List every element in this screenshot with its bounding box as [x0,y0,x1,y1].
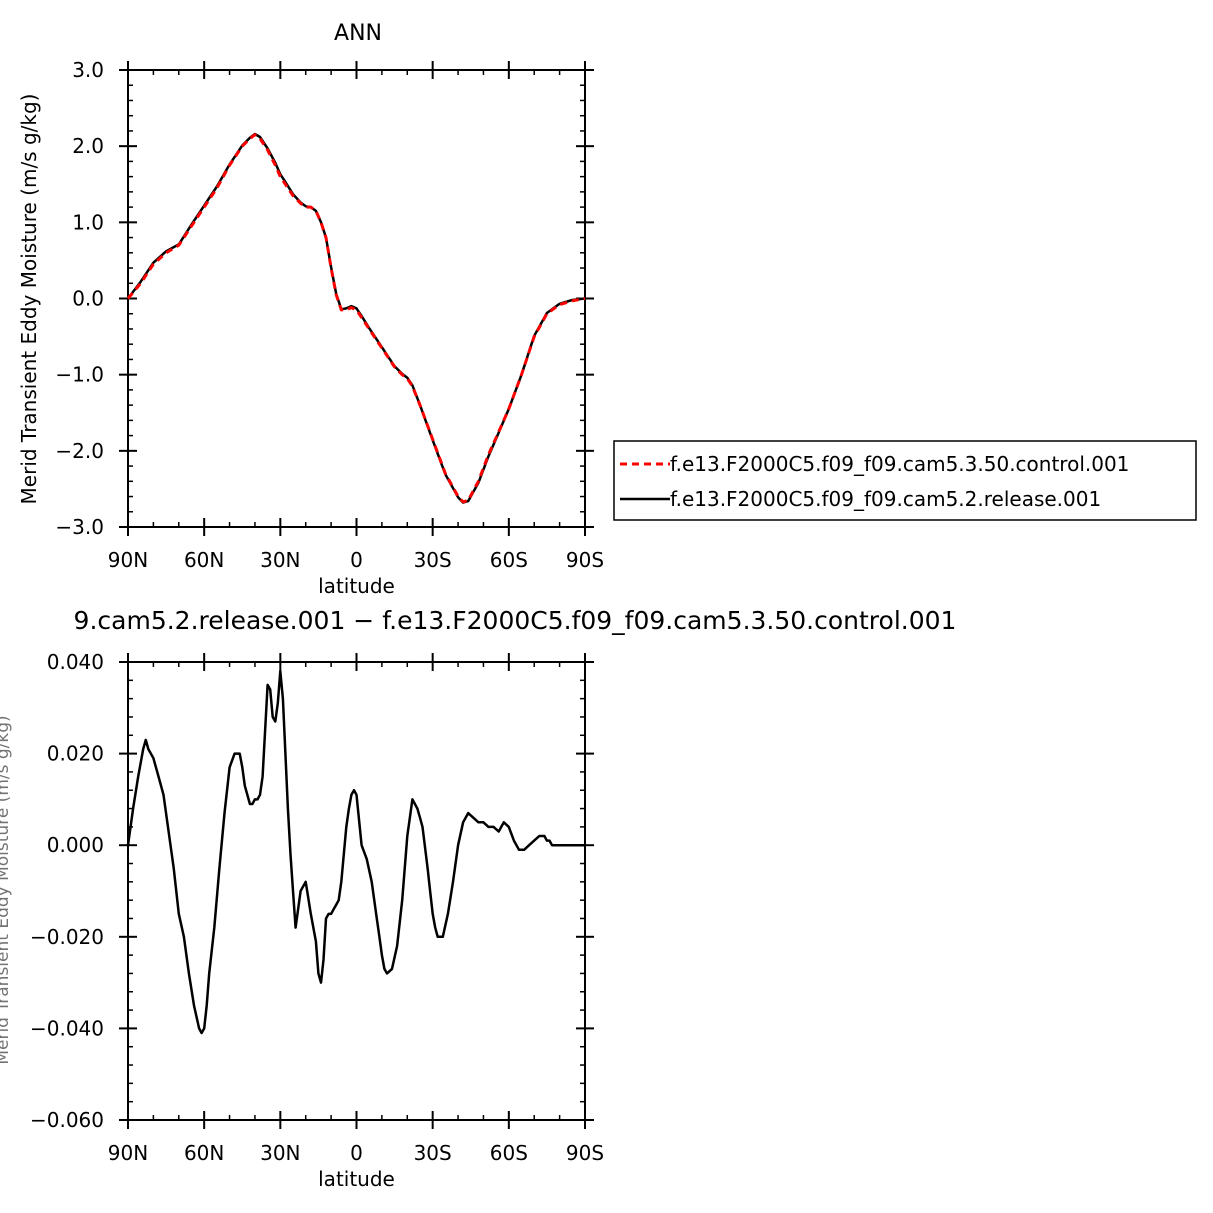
legend-entry: f.e13.F2000C5.f09_f09.cam5.2.release.001 [670,487,1101,511]
y-tick-label: 3.0 [72,58,104,82]
y-tick-label: 2.0 [72,134,104,158]
y-tick-label: −3.0 [55,515,104,539]
x-tick-label: 90S [566,548,604,572]
x-tick-label: 90N [108,1141,148,1165]
y-tick-label: 0.040 [47,650,104,674]
x-tick-label: 60N [184,1141,224,1165]
top-chart: −3.0 −2.0 −1.0 0.0 1.0 2.0 3.0 90N 60N 30N 0 30S 60S… [17,21,1197,598]
chart-title: 9.cam5.2.release.001 − f.e13.F2000C5.f09… [74,606,957,635]
x-tick-label: 0 [350,548,363,572]
y-tick-label: −0.020 [30,925,104,949]
x-axis-label: latitude [318,1167,395,1191]
legend-entry: f.e13.F2000C5.f09_f09.cam5.3.50.control.… [670,452,1129,476]
x-tick-label: 90N [108,548,148,572]
y-tick-label: −1.0 [55,363,104,387]
legend: f.e13.F2000C5.f09_f09.cam5.3.50.control.… [613,440,1197,521]
series-line-1 [126,133,586,504]
plot-frame [127,69,586,528]
x-tick-label: 90S [566,1141,604,1165]
x-tick-label: 30N [260,1141,300,1165]
x-tick-label: 60S [490,1141,528,1165]
y-tick-label: 1.0 [72,210,104,234]
x-tick-label: 60S [490,548,528,572]
series-line-2 [127,132,586,504]
y-axis-label: Merid Transient Eddy Moisture (m/s g/kg) [0,715,13,1064]
y-tick-label: 0.000 [47,833,104,857]
x-tick-label: 30N [260,548,300,572]
y-tick-label: 0.0 [72,287,104,311]
y-axis-label: Merid Transient Eddy Moisture (m/s g/kg) [17,94,41,505]
y-tick-label: 0.020 [47,742,104,766]
x-tick-label: 60N [184,548,224,572]
chart-title: ANN [334,21,382,46]
series-line-1 [126,669,585,1035]
x-tick-label: 30S [414,1141,452,1165]
x-tick-label: 30S [414,548,452,572]
plot-frame [127,661,586,1121]
legend-box [613,440,1197,521]
y-tick-label: −2.0 [55,439,104,463]
x-axis-label: latitude [318,574,395,598]
y-tick-label: −0.040 [30,1016,104,1040]
y-tick-label: −0.060 [30,1108,104,1132]
x-tick-label: 0 [350,1141,363,1165]
difference-chart: −0.060 −0.040 −0.020 0.000 0.020 0.040 90N 60N 3… [0,606,956,1191]
